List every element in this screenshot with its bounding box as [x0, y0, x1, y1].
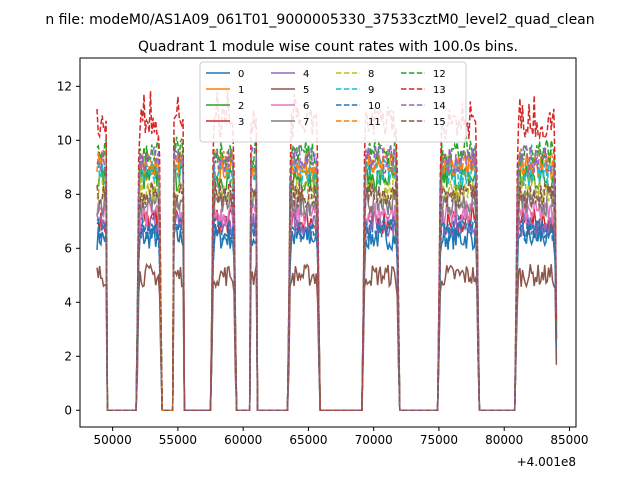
legend-box — [199, 61, 467, 143]
series-line-0 — [96, 224, 558, 412]
series-line-2 — [96, 163, 558, 412]
series-line-14 — [96, 143, 558, 412]
x-tick-label: 70000 — [355, 433, 393, 447]
legend-label-3: 3 — [238, 117, 244, 128]
legend-label-4: 4 — [303, 69, 309, 80]
axes-frame — [79, 57, 577, 428]
legend-label-14: 14 — [433, 101, 446, 112]
series-line-7 — [96, 188, 558, 412]
legend-label-8: 8 — [368, 69, 374, 80]
legend-label-1: 1 — [238, 85, 244, 96]
y-tick-label: 10 — [57, 133, 72, 147]
legend-label-12: 12 — [433, 69, 446, 80]
series-line-13 — [96, 90, 558, 412]
x-tick-label: 85000 — [550, 433, 588, 447]
series-line-9 — [96, 156, 558, 412]
x-tick-label: 55000 — [159, 433, 197, 447]
legend-label-10: 10 — [368, 101, 381, 112]
legend-label-7: 7 — [303, 117, 309, 128]
series-line-1 — [96, 151, 558, 412]
plot-lines — [96, 90, 558, 412]
series-line-15 — [96, 178, 558, 412]
legend-label-11: 11 — [368, 117, 381, 128]
legend-label-5: 5 — [303, 85, 309, 96]
legend-label-15: 15 — [433, 117, 446, 128]
series-line-10 — [96, 215, 558, 412]
y-tick-label: 8 — [64, 187, 72, 201]
plot-border — [79, 57, 577, 428]
series-line-12 — [96, 136, 558, 412]
x-tick-label: 50000 — [94, 433, 132, 447]
legend-label-9: 9 — [368, 85, 374, 96]
x-tick-label: 75000 — [420, 433, 458, 447]
series-line-11 — [96, 146, 558, 412]
series-line-5 — [96, 262, 558, 412]
figure-suptitle: n file: modeM0/AS1A09_061T01_9000005330_… — [45, 12, 594, 28]
y-tick-label: 0 — [64, 403, 72, 417]
x-tick-label: 80000 — [485, 433, 523, 447]
y-axis: 0 2 4 6 8 10 12 — [57, 79, 80, 417]
legend-label-2: 2 — [238, 101, 244, 112]
series-line-3 — [96, 206, 558, 412]
legend-label-0: 0 — [238, 69, 244, 80]
legend-label-13: 13 — [433, 85, 446, 96]
series-line-8 — [96, 173, 558, 412]
x-axis: 50000 55000 60000 65000 70000 75000 80000 85000 — [94, 427, 589, 447]
series-line-6 — [96, 199, 558, 412]
y-tick-label: 4 — [64, 295, 72, 309]
x-tick-label: 60000 — [224, 433, 262, 447]
chart-title: Quadrant 1 module wise count rates with … — [138, 39, 518, 55]
y-tick-label: 2 — [64, 349, 72, 363]
series-line-4 — [96, 209, 558, 412]
y-tick-label: 12 — [57, 79, 72, 93]
y-tick-label: 6 — [64, 241, 72, 255]
x-tick-label: 65000 — [289, 433, 327, 447]
legend-label-6: 6 — [303, 101, 309, 112]
x-offset-label: +4.001e8 — [517, 455, 576, 469]
